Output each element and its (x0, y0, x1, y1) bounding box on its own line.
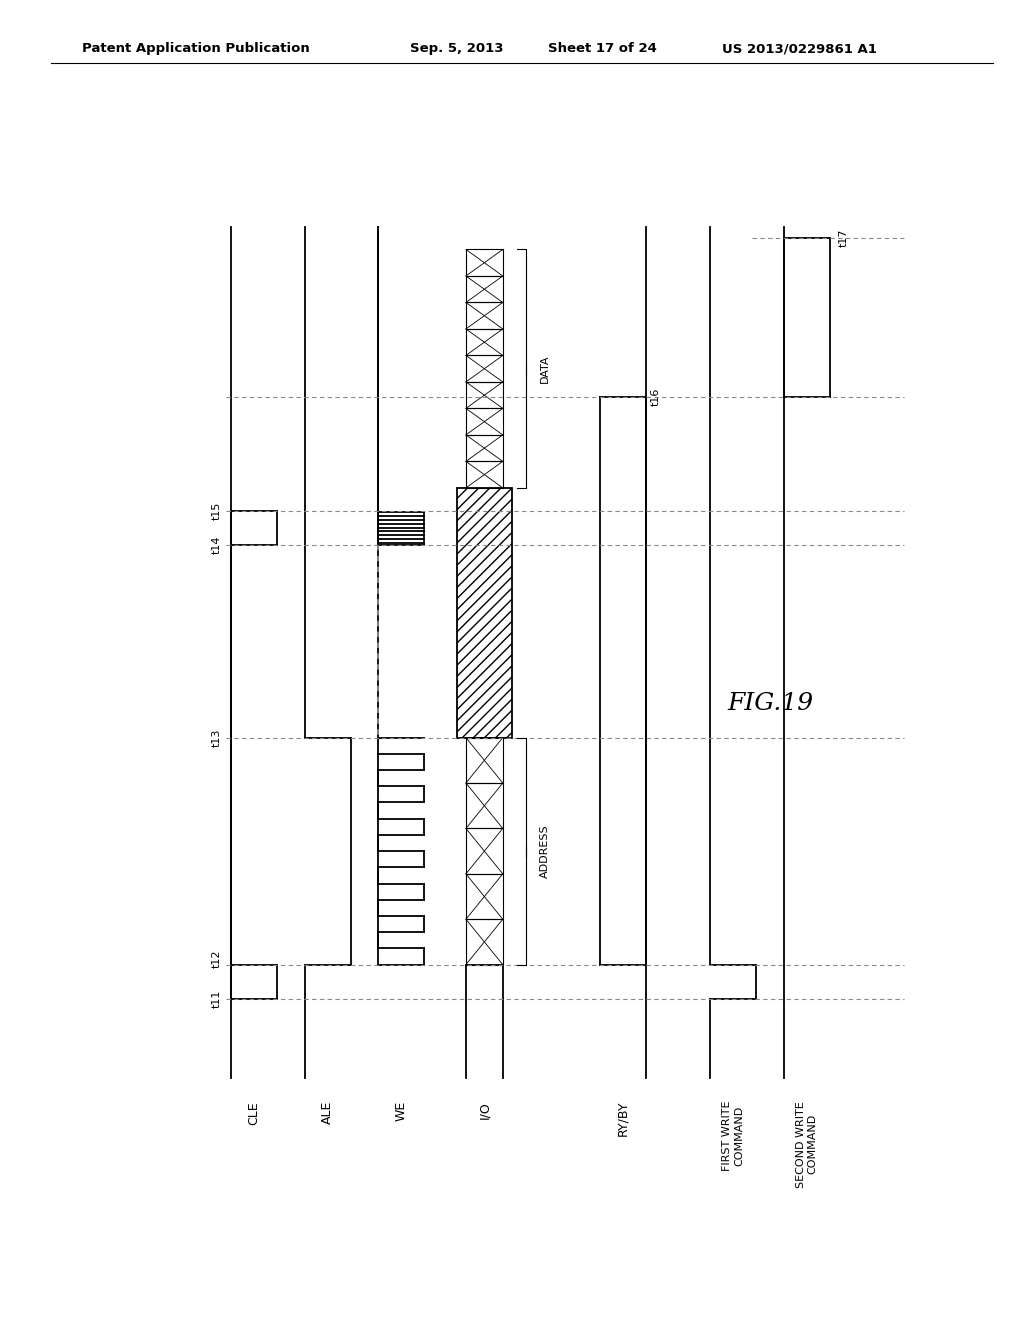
Text: ALE: ALE (322, 1101, 334, 1125)
Text: FIG.19: FIG.19 (727, 692, 813, 715)
Text: RY/BY: RY/BY (616, 1101, 629, 1137)
Text: t14: t14 (212, 536, 222, 554)
Text: FIRST WRITE
COMMAND: FIRST WRITE COMMAND (722, 1101, 744, 1171)
Text: t11: t11 (212, 990, 222, 1008)
Text: WE: WE (395, 1101, 408, 1121)
Text: Patent Application Publication: Patent Application Publication (82, 42, 309, 55)
Text: t17: t17 (840, 228, 849, 247)
Bar (457, 488, 512, 738)
Text: Sep. 5, 2013: Sep. 5, 2013 (410, 42, 503, 55)
Text: I/O: I/O (478, 1101, 490, 1118)
Text: t12: t12 (212, 949, 222, 969)
Text: CLE: CLE (248, 1101, 260, 1125)
Text: t16: t16 (650, 388, 660, 407)
Text: t13: t13 (212, 729, 222, 747)
Text: SECOND WRITE
COMMAND: SECOND WRITE COMMAND (796, 1101, 818, 1188)
Text: US 2013/0229861 A1: US 2013/0229861 A1 (722, 42, 877, 55)
Text: t15: t15 (212, 502, 222, 520)
Text: DATA: DATA (540, 355, 550, 383)
Text: ADDRESS: ADDRESS (540, 824, 550, 878)
Text: Sheet 17 of 24: Sheet 17 of 24 (548, 42, 656, 55)
